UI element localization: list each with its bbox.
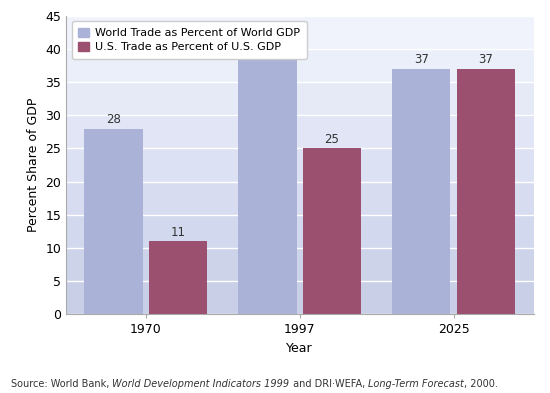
Text: 37: 37	[478, 53, 493, 66]
Bar	[85, 129, 143, 314]
Text: 42: 42	[260, 20, 275, 33]
Bar	[66, 281, 534, 314]
Text: Long-Term Forecast: Long-Term Forecast	[368, 379, 464, 389]
Legend: World Trade as Percent of World GDP, U.S. Trade as Percent of U.S. GDP: World Trade as Percent of World GDP, U.S…	[72, 21, 306, 59]
X-axis label: Year: Year	[287, 342, 313, 355]
Bar	[66, 82, 534, 115]
Bar	[66, 215, 534, 248]
Text: 25: 25	[324, 133, 339, 146]
Bar	[238, 36, 296, 314]
Bar	[66, 16, 534, 49]
Text: , 2000.: , 2000.	[464, 379, 498, 389]
Bar	[456, 69, 515, 314]
Bar	[392, 69, 450, 314]
Text: 28: 28	[106, 113, 121, 126]
Bar	[66, 248, 534, 281]
Text: Source: World Bank,: Source: World Bank,	[11, 379, 113, 389]
Text: 37: 37	[414, 53, 428, 66]
Y-axis label: Percent Share of GDP: Percent Share of GDP	[27, 98, 40, 232]
Bar	[303, 149, 361, 314]
Bar	[66, 149, 534, 182]
Text: World Development Indicators 1999: World Development Indicators 1999	[113, 379, 290, 389]
Text: 11: 11	[170, 226, 186, 239]
Bar	[66, 182, 534, 215]
Text: and DRI·WEFA,: and DRI·WEFA,	[290, 379, 368, 389]
Bar	[66, 115, 534, 149]
Bar	[149, 241, 207, 314]
Bar	[66, 49, 534, 82]
